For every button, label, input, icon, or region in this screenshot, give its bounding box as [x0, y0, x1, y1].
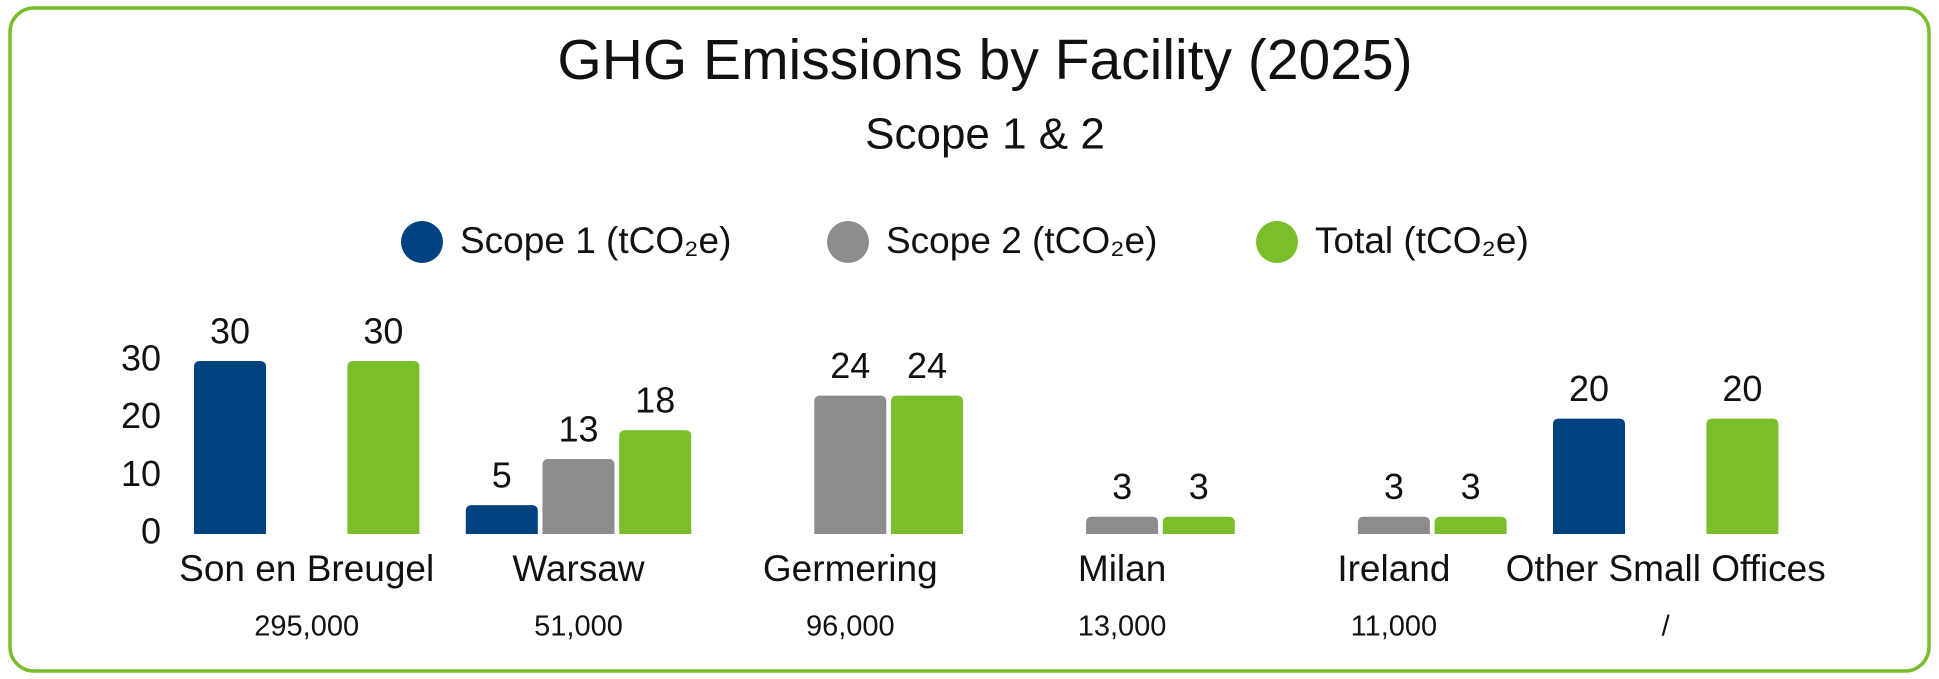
category-note: 11,000 [1351, 611, 1438, 643]
category-note: 96,000 [806, 611, 895, 643]
legend-marker [401, 221, 443, 263]
bar [1553, 418, 1625, 534]
category-note: 51,000 [534, 611, 623, 643]
x-tick-label: Milan [1078, 548, 1166, 589]
bar [891, 395, 963, 534]
legend-label: Scope 2 (tCO₂e) [886, 220, 1157, 261]
bar [1086, 516, 1159, 534]
bar [814, 395, 887, 534]
value-label: 3 [1461, 466, 1481, 507]
legend-marker [1256, 221, 1298, 263]
y-tick-label: 30 [121, 338, 161, 379]
category-note: 13,000 [1078, 611, 1167, 643]
value-label: 3 [1384, 466, 1404, 507]
y-tick-label: 0 [141, 511, 161, 552]
bar [194, 361, 266, 534]
value-label: 13 [558, 409, 598, 450]
bar [1162, 516, 1235, 534]
value-label: 3 [1189, 466, 1209, 507]
x-tick-label: Warsaw [512, 548, 645, 589]
value-label: 18 [635, 380, 675, 421]
bar [347, 361, 420, 534]
y-tick-label: 10 [121, 453, 161, 494]
bar [542, 459, 615, 534]
y-tick-label: 20 [121, 395, 161, 436]
x-tick-label: Other Small Offices [1506, 548, 1826, 589]
bar [465, 505, 538, 534]
value-label: 30 [210, 311, 250, 352]
bar [1434, 516, 1507, 534]
x-tick-label: Son en Breugel [179, 548, 434, 589]
value-label: 24 [907, 345, 947, 386]
category-note: / [1662, 611, 1671, 643]
legend-label: Total (tCO₂e) [1315, 220, 1529, 261]
legend-marker [827, 221, 869, 263]
value-label: 5 [492, 455, 512, 496]
bar [1706, 418, 1779, 534]
value-label: 20 [1722, 368, 1762, 409]
x-tick-label: Germering [763, 548, 938, 589]
chart-subtitle: Scope 1 & 2 [865, 110, 1105, 159]
value-label: 3 [1112, 466, 1132, 507]
bar [619, 430, 692, 534]
category-note: 295,000 [254, 611, 359, 643]
value-label: 30 [363, 311, 403, 352]
x-tick-label: Ireland [1337, 548, 1450, 589]
bar [1357, 516, 1430, 534]
value-label: 20 [1569, 368, 1609, 409]
chart-title: GHG Emissions by Facility (2025) [557, 28, 1412, 92]
legend-label: Scope 1 (tCO₂e) [460, 220, 731, 261]
value-label: 24 [830, 345, 870, 386]
